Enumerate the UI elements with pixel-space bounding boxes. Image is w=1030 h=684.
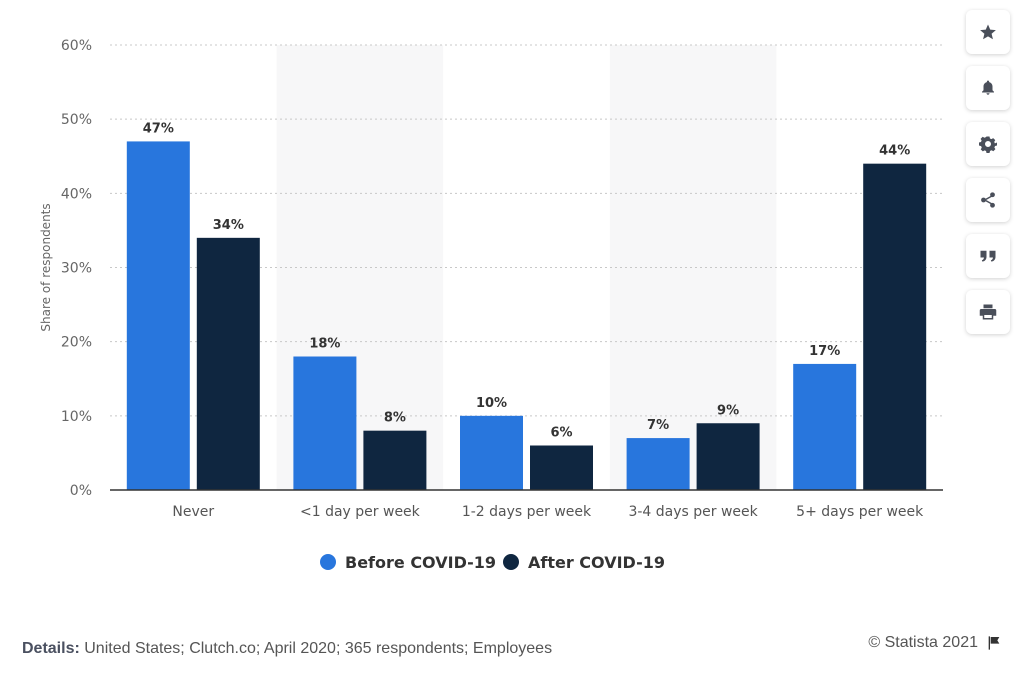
category-label: Never (172, 504, 214, 520)
legend-marker[interactable] (320, 554, 336, 570)
bar[interactable] (530, 445, 593, 491)
data-label: 18% (309, 337, 340, 352)
bar[interactable] (126, 141, 190, 490)
bar[interactable] (293, 356, 357, 491)
footer-details: Details: United States; Clutch.co; April… (22, 640, 552, 658)
y-tick-label: 30% (61, 261, 92, 277)
side-toolbar (966, 10, 1012, 346)
category-label: 3-4 days per week (628, 504, 758, 520)
details-label: Details: (22, 640, 80, 657)
bar[interactable] (460, 415, 523, 490)
notification-button[interactable] (966, 66, 1010, 110)
print-icon (979, 304, 997, 320)
category-label: <1 day per week (300, 504, 421, 520)
data-labels: 47% 34% 18% 8% 10% 6% 7% 9% 17% 44% (143, 121, 911, 440)
data-label: 17% (809, 344, 840, 359)
category-band (609, 45, 777, 490)
data-label: 34% (213, 218, 244, 233)
bell-icon (982, 80, 994, 95)
settings-button[interactable] (966, 122, 1010, 166)
y-axis-label: Share of respondents (39, 203, 53, 331)
quote-icon (980, 250, 996, 262)
legend-label[interactable]: After COVID-19 (528, 553, 665, 572)
statista-credit[interactable]: © Statista 2021 (868, 634, 978, 651)
share-button[interactable] (966, 178, 1010, 222)
data-label: 9% (717, 403, 739, 418)
category-label: 1-2 days per week (462, 504, 592, 520)
y-axis-ticks: 0% 10% 20% 30% 40% 50% 60% (61, 38, 92, 499)
gear-icon (979, 136, 997, 153)
bar[interactable] (363, 430, 427, 490)
data-label: 6% (550, 426, 572, 441)
bar[interactable] (793, 363, 857, 490)
cite-button[interactable] (966, 234, 1010, 278)
share-icon (981, 192, 995, 208)
bar-chart: 0% 10% 20% 30% 40% 50% 60% 47% 34% 18% 8% 10% 6% 7% 9… (39, 38, 943, 572)
data-label: 47% (143, 121, 174, 136)
y-tick-label: 20% (61, 335, 92, 351)
data-label: 10% (476, 396, 507, 411)
category-labels: Never <1 day per week 1-2 days per week 3-4… (172, 504, 924, 520)
data-label: 8% (384, 411, 406, 426)
data-label: 7% (647, 418, 669, 433)
bar[interactable] (626, 438, 690, 490)
y-tick-label: 0% (70, 483, 92, 499)
star-icon (980, 24, 996, 40)
legend-marker[interactable] (503, 554, 519, 570)
y-tick-label: 40% (61, 186, 92, 202)
y-tick-label: 60% (61, 38, 92, 54)
bar[interactable] (196, 237, 260, 490)
gridlines (110, 44, 943, 417)
y-tick-label: 10% (61, 409, 92, 425)
print-button[interactable] (966, 290, 1010, 334)
legend-label[interactable]: Before COVID-19 (345, 553, 496, 572)
legend: Before COVID-19 After COVID-19 (320, 553, 665, 572)
footer-credit: © Statista 2021 (868, 634, 1002, 652)
flag-icon[interactable] (986, 635, 1002, 651)
y-tick-label: 50% (61, 112, 92, 128)
bar[interactable] (696, 423, 760, 490)
favorite-button[interactable] (966, 10, 1010, 54)
data-label: 44% (879, 144, 910, 159)
category-label: 5+ days per week (796, 504, 924, 520)
bar[interactable] (863, 163, 927, 490)
details-text: United States; Clutch.co; April 2020; 36… (84, 640, 553, 657)
bars (126, 141, 927, 491)
